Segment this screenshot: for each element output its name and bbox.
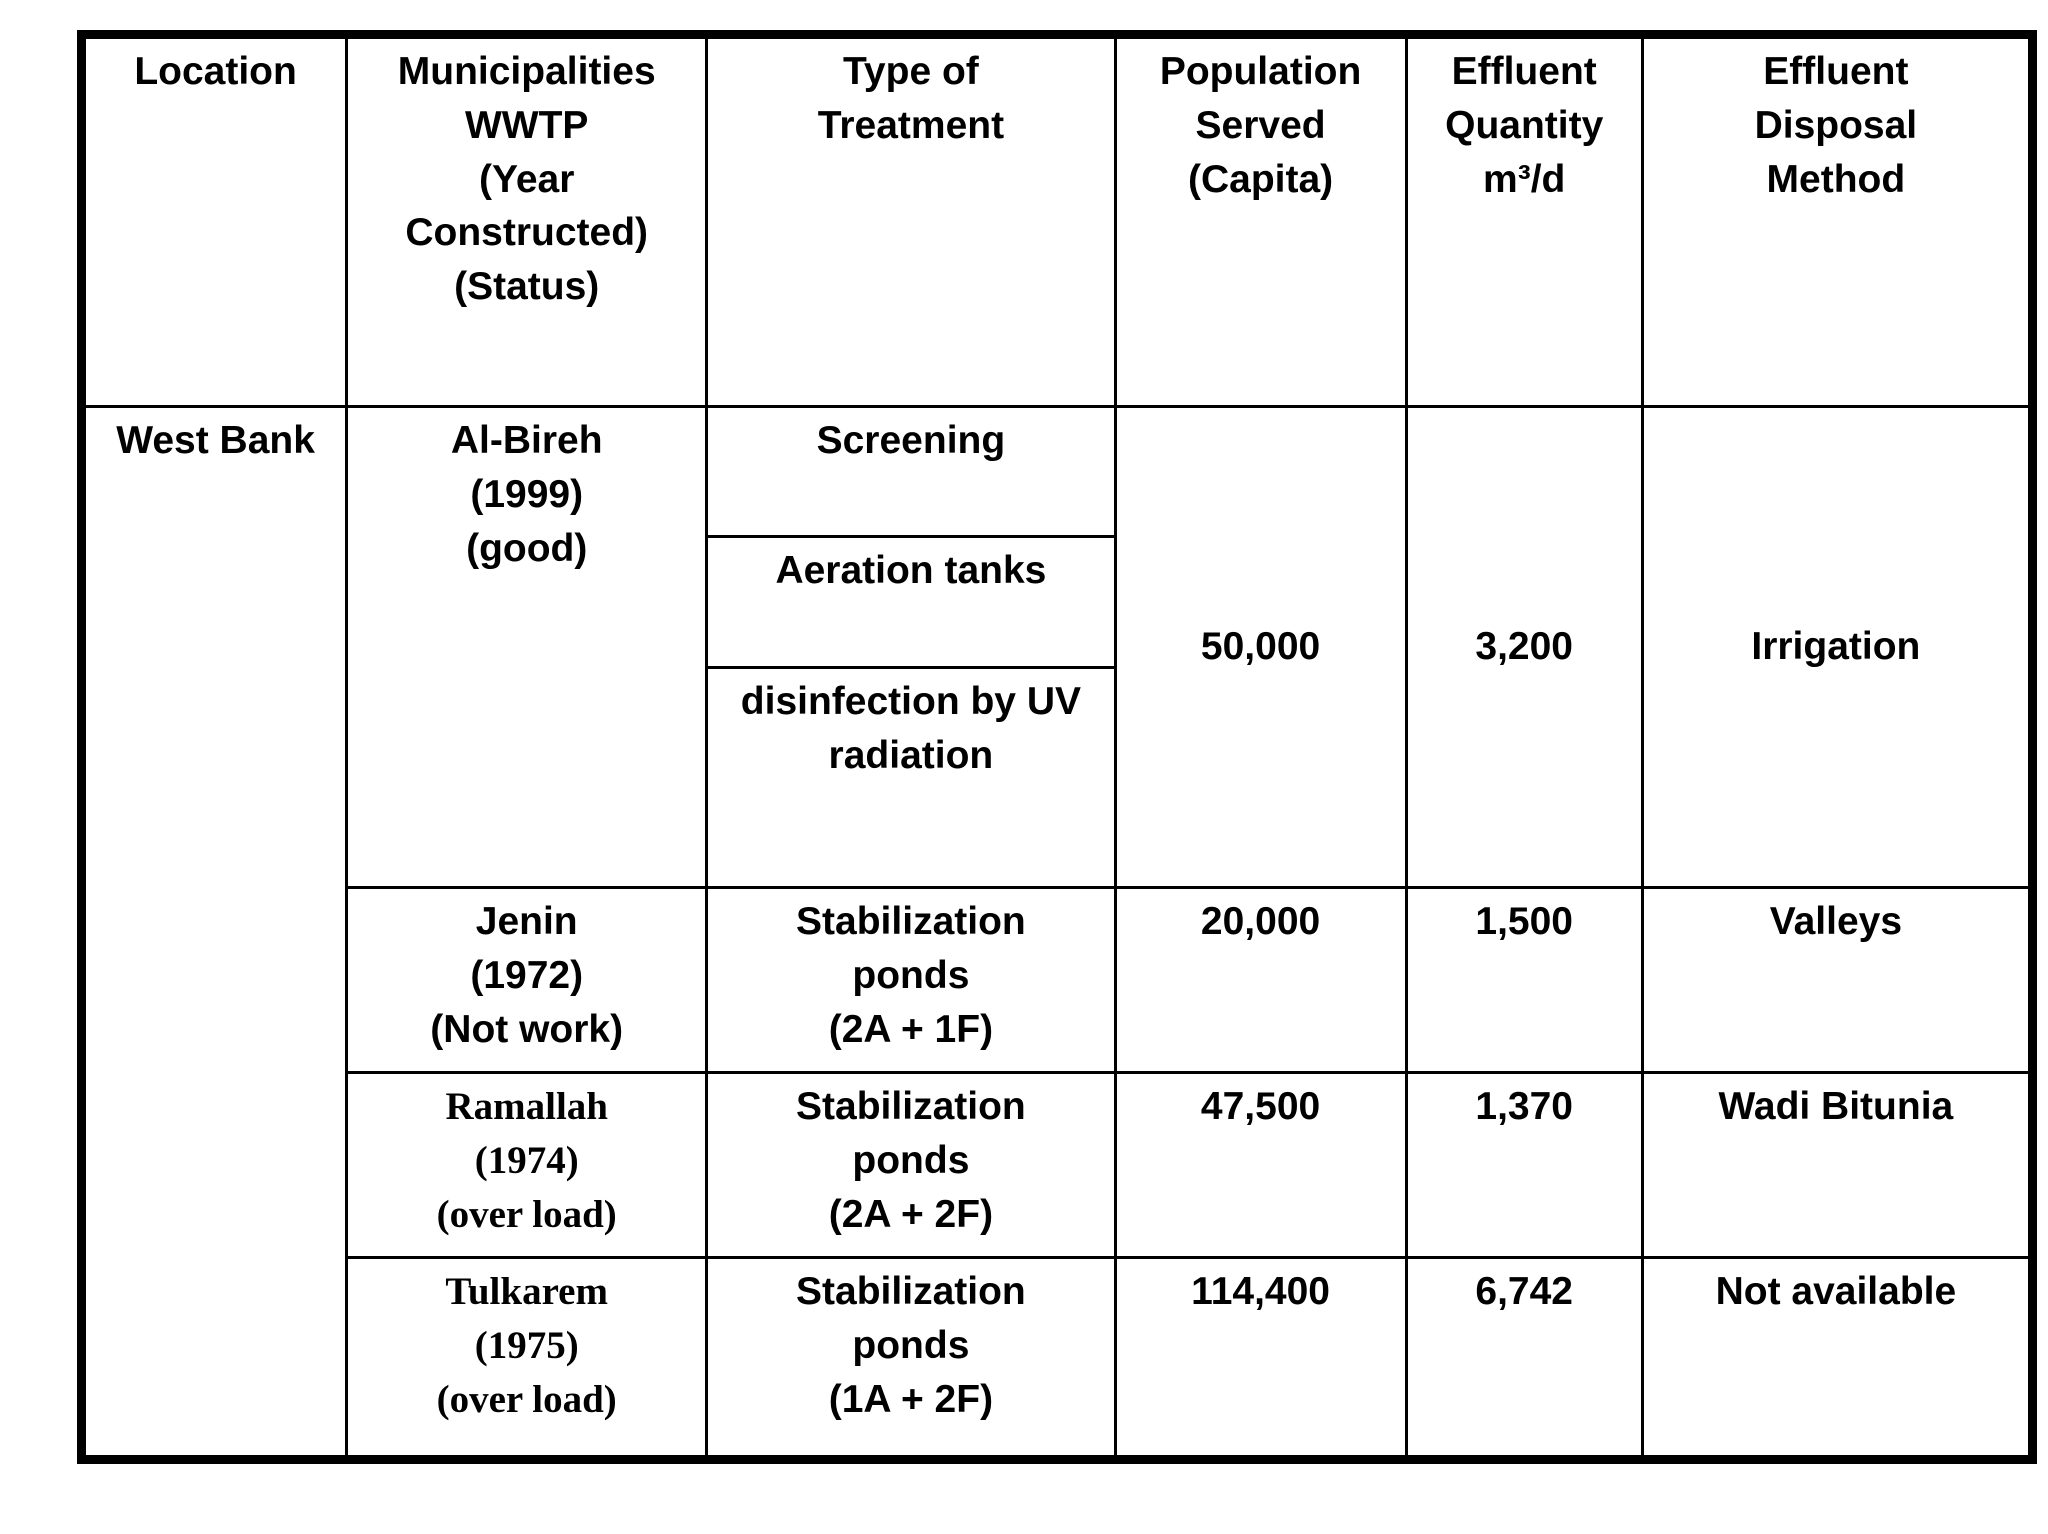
treatment-cell-aeration-tanks: Aeration tanks xyxy=(705,535,1117,669)
header-effluent-quantity: Effluent Quantity m³/d xyxy=(1404,33,1644,408)
wwtp-table: Location Municipalities WWTP (Year Const… xyxy=(77,30,2037,1464)
municipality-cell-al-bireh: Al-Bireh (1999) (good) xyxy=(345,405,709,889)
disposal-cell-ramallah: Wadi Bitunia xyxy=(1640,1071,2035,1259)
row-al-bireh-aeration: Aeration tanks xyxy=(82,535,2033,669)
row-jenin: Jenin (1972) (Not work) Stabilization po… xyxy=(82,886,2035,1074)
municipality-cell-jenin: Jenin (1972) (Not work) xyxy=(345,886,709,1074)
treatment-cell-screening: Screening xyxy=(705,405,1117,538)
treatment-cell-ramallah: Stabilization ponds (2A + 2F) xyxy=(705,1071,1117,1259)
header-effluent-disposal-method: Effluent Disposal Method xyxy=(1640,33,2035,408)
row-ramallah: Ramallah (1974) (over load) Stabilizatio… xyxy=(82,1071,2035,1259)
row-tulkarem: Tulkarem (1975) (over load) Stabilizatio… xyxy=(82,1256,2035,1461)
effluent-quantity-cell-al-bireh: 3,200 xyxy=(1404,405,1644,889)
population-cell-tulkarem: 114,400 xyxy=(1113,1256,1408,1461)
location-cell-west-bank: West Bank xyxy=(79,405,349,1461)
disposal-cell-jenin: Valleys xyxy=(1640,886,2035,1074)
treatment-cell-tulkarem: Stabilization ponds (1A + 2F) xyxy=(705,1256,1117,1461)
treatment-cell-jenin: Stabilization ponds (2A + 1F) xyxy=(705,886,1117,1074)
effluent-quantity-cell-tulkarem: 6,742 xyxy=(1404,1256,1644,1461)
disposal-cell-al-bireh: Irrigation xyxy=(1640,405,2035,889)
header-population-served: Population Served (Capita) xyxy=(1113,33,1408,408)
wwtp-table-container: Location Municipalities WWTP (Year Const… xyxy=(77,30,2037,1464)
population-cell-jenin: 20,000 xyxy=(1113,886,1408,1074)
effluent-quantity-cell-jenin: 1,500 xyxy=(1404,886,1644,1074)
disposal-cell-tulkarem: Not available xyxy=(1640,1256,2035,1461)
row-al-bireh-screening: West Bank Al-Bireh (1999) (good) Screeni… xyxy=(79,405,2035,1461)
treatment-cell-uv-disinfection: disinfection by UV radiation xyxy=(705,666,1117,889)
row-al-bireh-uv: disinfection by UV radiation xyxy=(82,666,2033,889)
header-type-of-treatment: Type of Treatment xyxy=(705,33,1117,408)
header-location: Location xyxy=(79,33,349,408)
header-row: Location Municipalities WWTP (Year Const… xyxy=(79,33,2035,408)
municipality-cell-tulkarem: Tulkarem (1975) (over load) xyxy=(345,1256,709,1461)
population-cell-al-bireh: 50,000 xyxy=(1113,405,1408,889)
municipality-cell-ramallah: Ramallah (1974) (over load) xyxy=(345,1071,709,1259)
population-cell-ramallah: 47,500 xyxy=(1113,1071,1408,1259)
header-municipalities-wwtp: Municipalities WWTP (Year Constructed) (… xyxy=(345,33,709,408)
effluent-quantity-cell-ramallah: 1,370 xyxy=(1404,1071,1644,1259)
